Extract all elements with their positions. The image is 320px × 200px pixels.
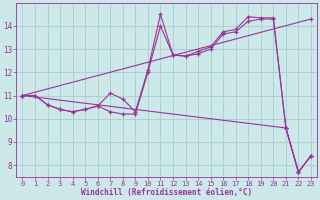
X-axis label: Windchill (Refroidissement éolien,°C): Windchill (Refroidissement éolien,°C) <box>81 188 252 197</box>
